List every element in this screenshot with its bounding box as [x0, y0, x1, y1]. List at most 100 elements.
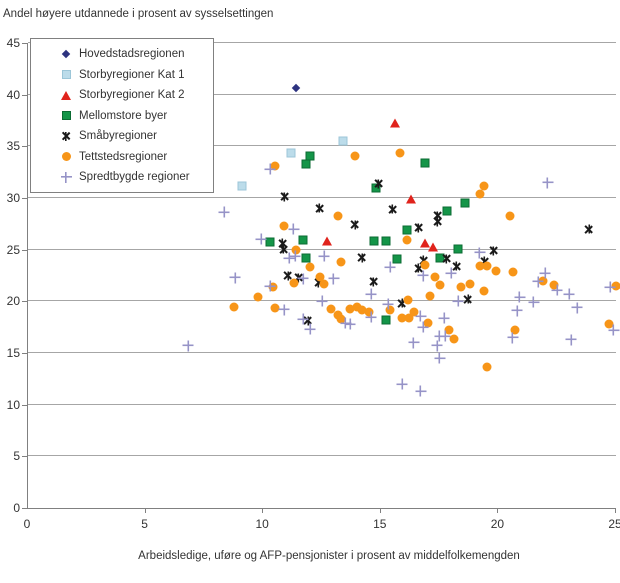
- point-tettstedsregioner: [352, 302, 362, 311]
- point-tettstedsregioner: [319, 279, 329, 289]
- point-mellomstore-byer: [442, 206, 452, 216]
- point-tettstedsregioner: [357, 305, 367, 315]
- point-mellomstore-byer: [460, 198, 470, 208]
- point-hovedstadsregionen: [291, 84, 301, 93]
- y-tick-label: 10: [6, 397, 20, 412]
- point-tettstedsregioner: [475, 261, 485, 271]
- point-spredtbygde-regioner: [445, 267, 457, 279]
- star-icon: [61, 131, 71, 141]
- point-spredtbygde-regioner: [318, 250, 330, 262]
- point-spredtbygde-regioner: [182, 340, 194, 352]
- point-tettstedsregioner: [270, 303, 280, 313]
- y-tick-label: 5: [13, 449, 20, 464]
- point-mellomstore-byer: [301, 159, 311, 169]
- legend-item-storbyregioner-kat-1: Storbyregioner Kat 1: [31, 65, 213, 86]
- point-sm-byregioner: [489, 246, 499, 256]
- point-sm-byregioner: [584, 224, 594, 234]
- point-spredtbygde-regioner: [328, 273, 340, 285]
- point-spredtbygde-regioner: [434, 352, 446, 364]
- point-spredtbygde-regioner: [434, 330, 446, 342]
- triangle-icon: [61, 90, 71, 100]
- point-tettstedsregioner: [482, 261, 492, 271]
- point-tettstedsregioner: [395, 148, 405, 158]
- point-sm-byregioner: [369, 277, 379, 287]
- point-tettstedsregioner: [315, 272, 325, 282]
- point-mellomstore-byer: [420, 158, 430, 168]
- point-storbyregioner-kat-2: [389, 118, 400, 128]
- point-mellomstore-byer: [381, 315, 390, 325]
- y-axis-tick: [22, 249, 27, 251]
- point-tettstedsregioner: [435, 280, 445, 290]
- point-tettstedsregioner: [479, 181, 489, 191]
- square-marker-icon: [58, 68, 74, 82]
- point-spredtbygde-regioner: [344, 318, 356, 330]
- point-tettstedsregioner: [397, 313, 407, 323]
- circle-icon: [61, 152, 71, 162]
- x-axis-title: Arbeidsledige, uføre og AFP-pensjonister…: [138, 550, 520, 562]
- point-spredtbygde-regioner: [297, 313, 309, 325]
- point-sm-byregioner: [278, 244, 288, 254]
- point-spredtbygde-regioner: [255, 233, 267, 245]
- point-sm-byregioner: [388, 204, 398, 214]
- legend-label: Storbyregioner Kat 2: [79, 89, 185, 102]
- point-tettstedsregioner: [604, 319, 614, 329]
- point-sm-byregioner: [350, 220, 360, 230]
- y-axis-tick: [22, 301, 27, 303]
- point-sm-byregioner: [432, 217, 442, 227]
- point-tettstedsregioner: [482, 362, 492, 372]
- point-mellomstore-byer: [453, 244, 463, 254]
- point-storbyregioner-kat-1: [286, 148, 296, 158]
- legend-item-mellomstore-byer: Mellomstore byer: [31, 106, 213, 127]
- square-icon: [61, 70, 71, 80]
- point-storbyregioner-kat-2: [321, 236, 332, 246]
- point-mellomstore-byer: [305, 151, 315, 161]
- y-axis-tick: [22, 43, 27, 44]
- point-storbyregioner-kat-2: [420, 238, 431, 248]
- point-sm-byregioner: [357, 253, 367, 263]
- gridline-y-15: [28, 351, 616, 353]
- point-tettstedsregioner: [444, 325, 454, 335]
- point-spredtbygde-regioner: [542, 177, 554, 188]
- point-spredtbygde-regioner: [439, 330, 451, 342]
- x-tick-label: 20: [490, 517, 505, 531]
- point-tettstedsregioner: [479, 286, 489, 296]
- y-tick-label: 15: [6, 346, 20, 360]
- x-axis-tick: [497, 509, 499, 513]
- point-spredtbygde-regioner: [365, 288, 377, 300]
- point-spredtbygde-regioner: [417, 270, 429, 281]
- point-spredtbygde-regioner: [278, 304, 290, 316]
- y-axis-tick: [22, 456, 27, 458]
- point-spredtbygde-regioner: [408, 337, 420, 349]
- point-tettstedsregioner: [336, 257, 346, 267]
- point-tettstedsregioner: [279, 221, 289, 231]
- star-marker-icon: [58, 129, 74, 143]
- legend-label: Storbyregioner Kat 1: [79, 68, 185, 81]
- point-spredtbygde-regioner: [507, 332, 518, 343]
- x-tick-label: 10: [255, 517, 269, 531]
- gridline-y-10: [28, 403, 616, 405]
- legend-label: Hovedstadsregionen: [79, 48, 185, 61]
- point-mellomstore-byer: [301, 253, 311, 263]
- point-sm-byregioner: [413, 263, 423, 273]
- point-tettstedsregioner: [449, 334, 459, 344]
- x-tick-label: 25: [608, 517, 620, 531]
- point-tettstedsregioner: [510, 325, 520, 335]
- point-tettstedsregioner: [333, 211, 343, 221]
- point-spredtbygde-regioner: [264, 280, 276, 292]
- y-tick-label: 30: [6, 191, 20, 205]
- point-spredtbygde-regioner: [563, 288, 575, 300]
- point-tettstedsregioner: [350, 151, 360, 161]
- point-spredtbygde-regioner: [365, 311, 377, 323]
- point-spredtbygde-regioner: [452, 295, 464, 307]
- point-mellomstore-byer: [381, 236, 390, 246]
- point-spredtbygde-regioner: [218, 206, 230, 218]
- x-tick-label: 5: [141, 517, 148, 531]
- point-mellomstore-byer: [392, 254, 402, 264]
- x-axis-tick: [615, 509, 616, 513]
- point-tettstedsregioner: [505, 211, 515, 221]
- point-tettstedsregioner: [403, 295, 413, 305]
- point-sm-byregioner: [373, 179, 383, 189]
- point-storbyregioner-kat-1: [338, 136, 348, 146]
- y-axis-tick: [22, 94, 27, 96]
